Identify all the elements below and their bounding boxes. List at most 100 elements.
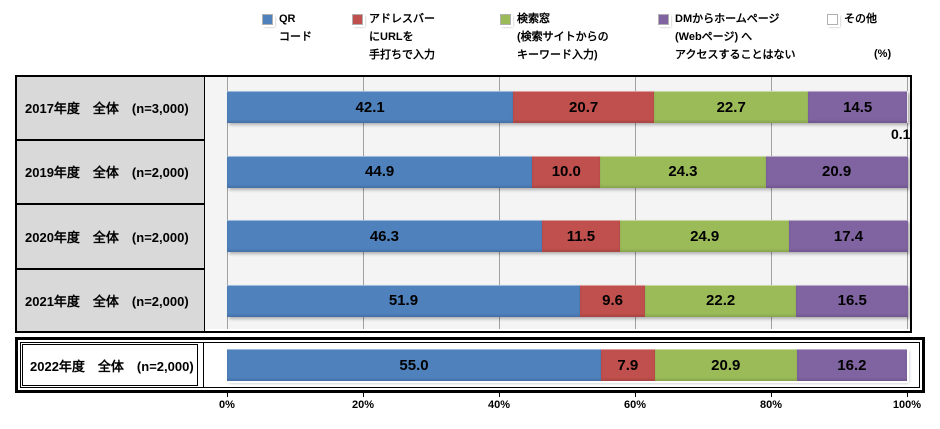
legend-item: その他 [827,10,877,28]
legend-item: 検索窓 (検索サイトからの キーワード入力) [500,10,609,64]
legend-color-swatch [658,13,669,25]
axis-tick-label: 40% [487,399,511,411]
bar-segment: 44.9 [227,155,533,188]
bar-value-label: 9.6 [602,292,623,309]
bar-value-label: 51.9 [388,292,419,309]
row-label-2022: 2022年度 全体 (n=2,000) [22,344,198,386]
legend-item-label: アドレスバー [369,13,435,25]
percent-unit-label: (%) [874,48,892,60]
legend-color-swatch [827,13,838,25]
stacked-bar: 55.0 7.9 20.9 16.2 [227,349,907,381]
gridline [907,77,908,329]
bar-value-label: 24.9 [690,227,720,245]
gridline [227,77,228,329]
label-divider-line [203,343,204,387]
axis-tick [363,392,364,397]
bar-value-label: 55.0 [399,356,429,374]
legend-item-row: その他 [827,10,877,28]
bar-value-label: 11.5 [566,227,596,245]
legend-color-swatch [352,13,363,25]
row-label: 2019年度 全体 (n=2,000) [15,139,205,204]
legend-item-label: 手打ちで入力 [369,49,435,61]
gridline [771,77,772,329]
axis-tick [907,392,908,397]
bar-value-label: 20.7 [569,98,599,116]
legend-item-label: QR [279,13,296,25]
legend-item-label: (検索サイトからの [517,31,609,43]
bar-segment [906,91,908,123]
legend-item-row: QR [262,10,312,28]
gridline [499,77,500,329]
axis-tick-label: 80% [759,399,783,411]
bar-segment: 16.2 [796,349,907,381]
axis-tick [499,392,500,397]
legend-item-label: にURLを [369,31,414,43]
stacked-bar: 42.1 20.7 22.7 14.5 [227,91,908,123]
bar-segment: 22.2 [645,284,797,317]
bar-value-label: 7.9 [617,356,639,374]
legend-item-label: (Webページ) へ [675,31,753,43]
bar-value-label: 24.3 [668,163,698,180]
axis-tick-label: 60% [623,399,647,411]
gridline [363,77,364,329]
stacked-bar: 51.9 9.6 22.2 16.5 [227,284,909,317]
bar-segment: 42.1 [227,91,514,123]
legend-item-label: キーワード入力) [517,49,598,61]
axis-tick [771,392,772,397]
axis-tick-label: 100% [892,399,922,411]
legend-item-label: DMからホームページ [675,13,780,25]
bar-segment: 9.6 [579,284,646,317]
bar-segment: 20.9 [765,155,908,188]
legend-item-row: DMからホームページ [658,10,795,28]
bar-segment: 11.5 [541,220,621,252]
bar-value-label: 20.9 [711,356,741,374]
legend-item: アドレスバー にURLを手打ちで入力 [352,10,435,64]
bar-segment: 17.4 [789,220,908,252]
stacked-bar: 46.3 11.5 24.9 17.4 [227,220,908,252]
stacked-bar: 44.9 10.0 24.3 20.9 [227,155,908,188]
bar-segment: 7.9 [601,349,655,381]
bar-value-label: 46.3 [369,227,400,245]
row-label: 2021年度 全体 (n=2,000) [15,268,205,333]
legend-item: QR コード [262,10,312,46]
legend-item-row: 検索窓 [500,10,609,28]
legend-color-swatch [262,13,273,25]
row-label: 2017年度 全体 (n=3,000) [15,75,205,140]
legend-color-swatch [500,13,511,25]
legend-item-row: アドレスバー [352,10,435,28]
bar-segment: 20.9 [654,349,797,381]
bar-value-label: 44.9 [365,163,395,180]
bar-value-label: 22.2 [706,292,736,309]
bar-value-label: 16.5 [837,292,867,309]
bar-segment: 46.3 [227,220,542,252]
bar-segment: 20.7 [513,91,655,123]
legend-item-label: 検索窓 [517,13,550,25]
bar-value-label: 16.2 [837,356,867,374]
bar-value-label: 22.7 [716,98,746,116]
row-label: 2020年度 全体 (n=2,000) [15,204,205,269]
bar-value-label: 14.5 [843,98,873,116]
axis-tick-label: 0% [219,399,235,411]
axis-tick [635,392,636,397]
bar-segment: 24.9 [620,220,790,252]
bar-segment: 16.5 [796,284,909,317]
legend-item-label: その他 [844,13,877,25]
bar-value-label: 20.9 [822,163,852,180]
bar-segment: 14.5 [808,91,907,123]
legend-item-label: アクセスすることはない [675,49,796,61]
bar-value-label: 17.4 [833,227,864,245]
bar-value-label: 42.1 [355,98,385,116]
bar-segment: 10.0 [532,155,601,188]
bar-segment: 55.0 [227,349,601,381]
axis-tick [227,392,228,397]
bar-segment: 24.3 [600,155,766,188]
bar-segment: 51.9 [227,284,580,317]
legend-item-label: コード [279,31,312,43]
bar-value-label: 10.0 [551,163,581,180]
axis-tick-label: 20% [351,399,375,411]
outside-value-label: 0.1 [891,126,911,142]
bar-segment: 22.7 [654,91,809,123]
gridline [635,77,636,329]
legend-item: DMからホームページ (Webページ) へアクセスすることはない [658,10,795,64]
